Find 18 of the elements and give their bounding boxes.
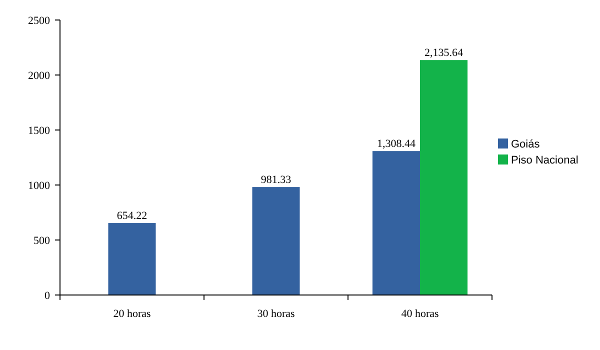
x-tick-label: 20 horas xyxy=(113,308,151,320)
y-tick-label: 0 xyxy=(44,290,50,302)
y-tick-label: 1500 xyxy=(28,124,50,137)
y-tick-label: 2500 xyxy=(28,14,50,27)
legend-label: Goiás xyxy=(511,138,540,150)
bar xyxy=(108,223,156,295)
bar xyxy=(420,60,468,295)
y-tick-label: 1000 xyxy=(28,180,50,192)
legend-label: Piso Nacional xyxy=(511,154,578,166)
y-tick-label: 500 xyxy=(34,234,50,247)
x-tick-label: 40 horas xyxy=(401,308,439,320)
data-label: 654.22 xyxy=(116,210,148,222)
x-tick-label: 30 horas xyxy=(257,308,295,320)
bar xyxy=(372,151,420,295)
data-label: 2,135.64 xyxy=(424,47,464,60)
data-label: 1,308.44 xyxy=(376,138,416,150)
y-tick-label: 2000 xyxy=(28,70,50,82)
data-label: 981.33 xyxy=(260,174,292,186)
